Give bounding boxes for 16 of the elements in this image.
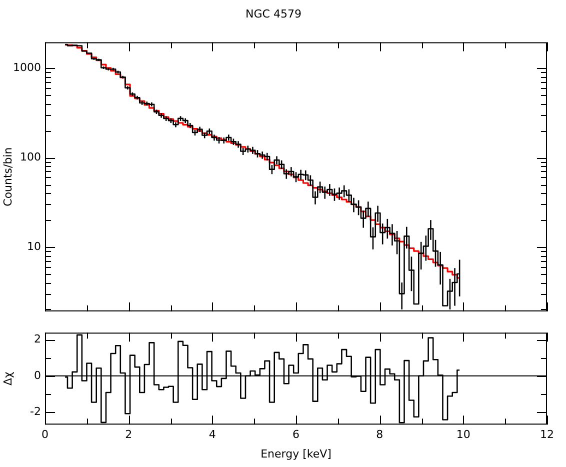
x-tick-label: 4 bbox=[208, 428, 216, 442]
y-tick-label: 100 bbox=[20, 150, 41, 164]
x-axis-title: Energy [keV] bbox=[260, 447, 332, 460]
x-tick-label: 8 bbox=[376, 428, 384, 442]
x-tick-label: 2 bbox=[125, 428, 132, 442]
x-tick-label: 10 bbox=[456, 428, 470, 442]
y-tick-label: 2 bbox=[34, 332, 41, 346]
y-tick-label: 1000 bbox=[13, 61, 41, 74]
x-tick-label: 12 bbox=[540, 428, 554, 442]
y-tick-label: -2 bbox=[30, 404, 41, 418]
y-axis-title: Counts/bin bbox=[1, 147, 14, 206]
y-tick-label: 10 bbox=[27, 240, 41, 253]
y-tick-label: 0 bbox=[34, 368, 41, 382]
y-axis-title: Δχ bbox=[1, 371, 14, 386]
chart-title: NGC 4579 bbox=[246, 7, 302, 20]
x-tick-label: 6 bbox=[292, 428, 300, 442]
